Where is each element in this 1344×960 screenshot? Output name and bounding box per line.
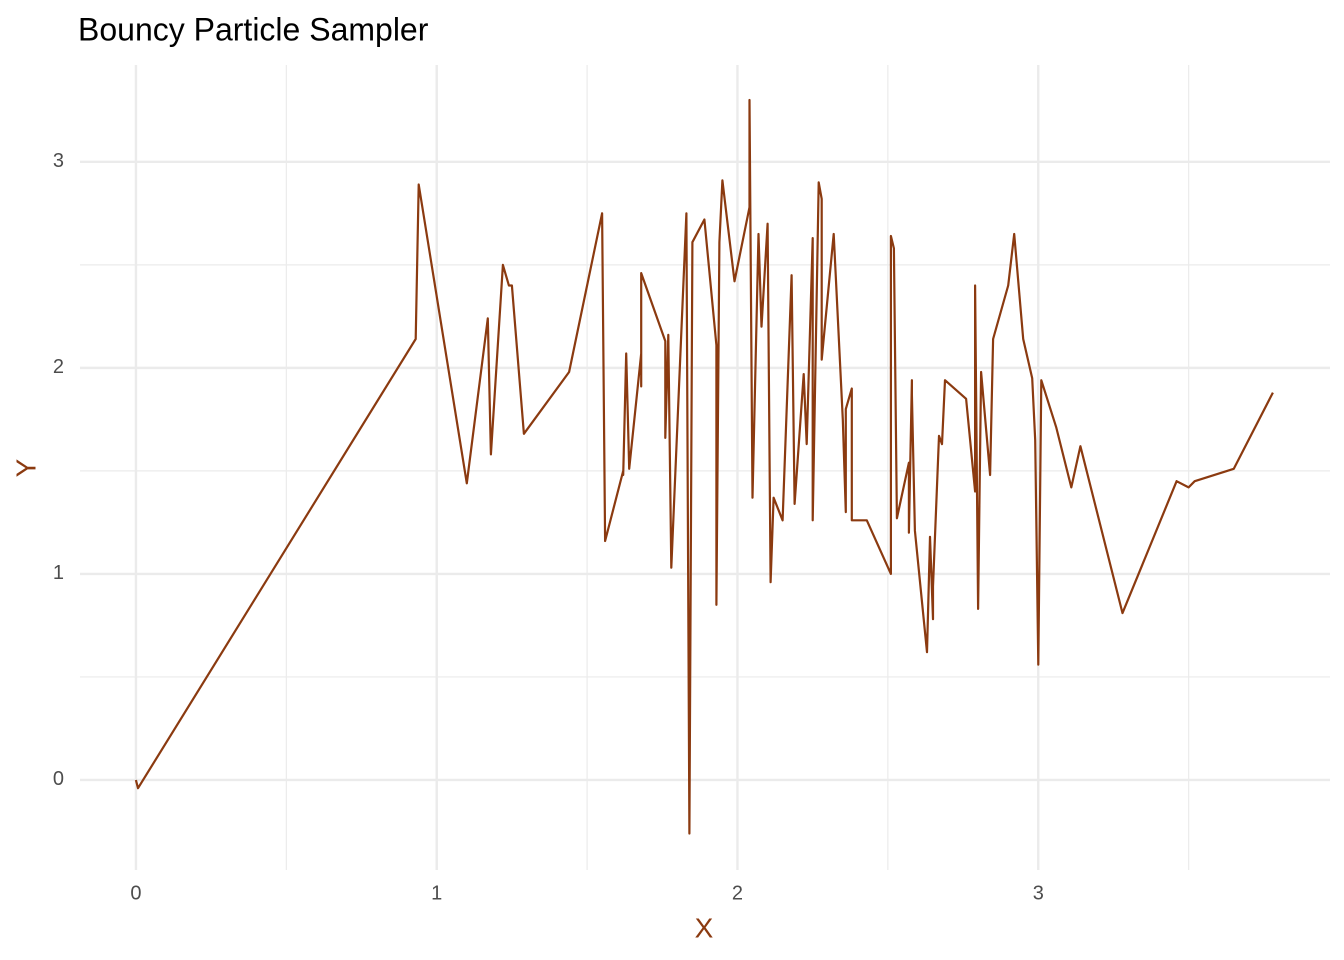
y-tick-label: 2 bbox=[53, 356, 64, 378]
x-tick-label: 2 bbox=[732, 882, 743, 904]
x-tick-label: 0 bbox=[130, 882, 141, 904]
data-line bbox=[134, 98, 1274, 835]
y-tick-label: 1 bbox=[53, 562, 64, 584]
chart-title: Bouncy Particle Sampler bbox=[78, 11, 429, 47]
y-tick-label: 0 bbox=[53, 768, 64, 790]
y-tick-label: 3 bbox=[53, 150, 64, 172]
x-axis-title: X bbox=[695, 912, 714, 943]
x-tick-label: 3 bbox=[1033, 882, 1044, 904]
x-tick-label: 1 bbox=[431, 882, 442, 904]
y-axis-title: Y bbox=[10, 458, 41, 477]
